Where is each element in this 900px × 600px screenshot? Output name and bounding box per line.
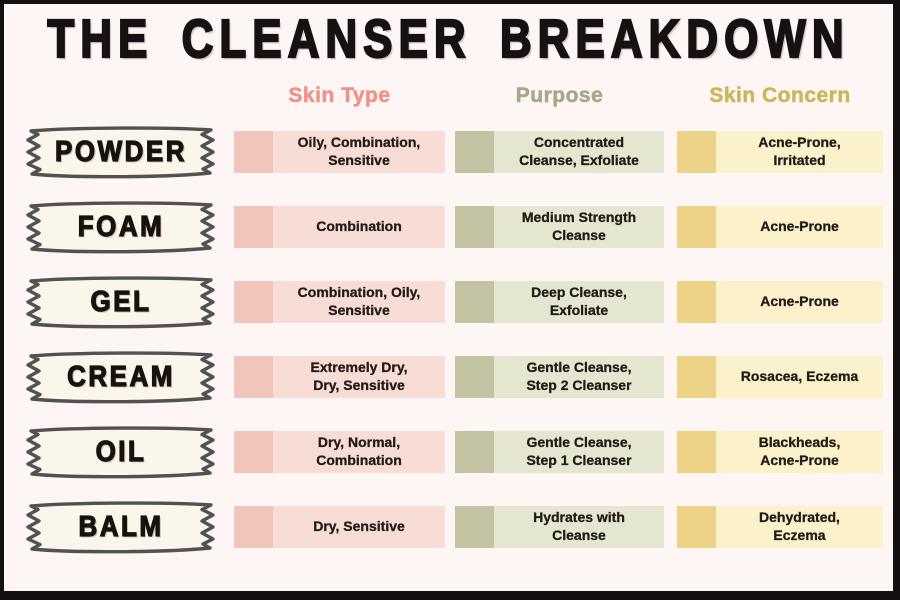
- purpose-swatch: [455, 130, 494, 173]
- skin-concern-swatch: [677, 355, 716, 398]
- row-foam: FOAM Combination Medium Strength Cleanse…: [4, 189, 893, 264]
- skin-type-swatch: [234, 280, 273, 323]
- cell-skin-concern: Acne-Prone: [677, 280, 883, 323]
- cleanser-name: BALM: [78, 507, 164, 542]
- row-cream: CREAM Extremely Dry, Dry, Sensitive Gent…: [4, 339, 893, 414]
- purpose-swatch: [455, 205, 494, 248]
- table-body: POWDER Oily, Combination, Sensitive Conc…: [4, 114, 893, 564]
- skin-type-swatch: [234, 505, 273, 548]
- skin-concern-swatch: [677, 280, 716, 323]
- skin-type-value: Oily, Combination, Sensitive: [297, 134, 421, 168]
- purpose-value: Gentle Cleanse, Step 1 Cleanser: [526, 434, 632, 468]
- cell-purpose: Gentle Cleanse, Step 1 Cleanser: [455, 430, 664, 473]
- skin-type-swatch: [234, 205, 273, 248]
- cell-purpose: Deep Cleanse, Exfoliate: [455, 280, 664, 323]
- purpose-value: Gentle Cleanse, Step 2 Cleanser: [526, 359, 632, 393]
- cleanser-label-balm: BALM: [16, 498, 226, 556]
- skin-concern-value: Acne-Prone: [760, 217, 839, 234]
- cleanser-label-powder: POWDER: [16, 123, 226, 181]
- row-gel: GEL Combination, Oily, Sensitive Deep Cl…: [4, 264, 893, 339]
- row-oil: OIL Dry, Normal, Combination Gentle Clea…: [4, 414, 893, 489]
- page-title-text: THE CLEANSER BREAKDOWN: [46, 8, 850, 70]
- skin-type-swatch: [234, 130, 273, 173]
- skin-concern-swatch: [677, 430, 716, 473]
- cleanser-name: FOAM: [77, 207, 165, 242]
- cell-skin-concern: Acne-Prone, Irritated: [677, 130, 883, 173]
- cleanser-name: OIL: [95, 432, 147, 467]
- skin-type-value: Dry, Normal, Combination: [316, 434, 402, 468]
- cell-skin-concern: Rosacea, Eczema: [677, 355, 883, 398]
- cleanser-label-foam: FOAM: [16, 198, 226, 256]
- column-headers: Skin Type Purpose Skin Concern: [4, 84, 893, 108]
- cell-skin-type: Extremely Dry, Dry, Sensitive: [234, 355, 445, 398]
- skin-concern-value: Acne-Prone: [760, 292, 839, 309]
- cell-skin-concern: Dehydrated, Eczema: [677, 505, 883, 548]
- column-header-purpose: Purpose: [515, 84, 604, 108]
- skin-type-value: Extremely Dry, Dry, Sensitive: [310, 359, 408, 393]
- purpose-swatch: [455, 430, 494, 473]
- cell-purpose: Gentle Cleanse, Step 2 Cleanser: [455, 355, 664, 398]
- column-header-skin-concern: Skin Concern: [709, 84, 851, 108]
- purpose-value: Concentrated Cleanse, Exfoliate: [519, 134, 639, 168]
- skin-concern-swatch: [677, 505, 716, 548]
- cell-skin-type: Dry, Normal, Combination: [234, 430, 445, 473]
- column-header-skin-type: Skin Type: [288, 84, 391, 108]
- cell-skin-concern: Acne-Prone: [677, 205, 883, 248]
- cleanser-name: POWDER: [54, 132, 187, 167]
- skin-type-value: Dry, Sensitive: [313, 517, 405, 534]
- purpose-swatch: [455, 280, 494, 323]
- skin-concern-value: Acne-Prone, Irritated: [758, 134, 841, 168]
- cell-purpose: Medium Strength Cleanse: [455, 205, 664, 248]
- page-title: THE CLEANSER BREAKDOWN: [4, 8, 893, 70]
- cell-purpose: Concentrated Cleanse, Exfoliate: [455, 130, 664, 173]
- cleanser-label-oil: OIL: [16, 423, 226, 481]
- purpose-value: Hydrates with Cleanse: [533, 509, 625, 543]
- cell-skin-type: Combination: [234, 205, 445, 248]
- cleanser-label-cream: CREAM: [16, 348, 226, 406]
- purpose-value: Medium Strength Cleanse: [521, 209, 637, 243]
- skin-type-swatch: [234, 430, 273, 473]
- skin-concern-value: Rosacea, Eczema: [740, 367, 859, 384]
- skin-concern-swatch: [677, 130, 716, 173]
- row-powder: POWDER Oily, Combination, Sensitive Conc…: [4, 114, 893, 189]
- cleanser-name: GEL: [90, 282, 152, 317]
- cell-skin-type: Oily, Combination, Sensitive: [234, 130, 445, 173]
- purpose-value: Deep Cleanse, Exfoliate: [531, 284, 627, 318]
- cell-skin-concern: Blackheads, Acne-Prone: [677, 430, 883, 473]
- cell-skin-type: Dry, Sensitive: [234, 505, 445, 548]
- cell-purpose: Hydrates with Cleanse: [455, 505, 664, 548]
- skin-type-swatch: [234, 355, 273, 398]
- skin-concern-value: Dehydrated, Eczema: [759, 509, 840, 543]
- skin-concern-value: Blackheads, Acne-Prone: [758, 434, 841, 468]
- purpose-swatch: [455, 505, 494, 548]
- row-balm: BALM Dry, Sensitive Hydrates with Cleans…: [4, 489, 893, 564]
- cell-skin-type: Combination, Oily, Sensitive: [234, 280, 445, 323]
- skin-concern-swatch: [677, 205, 716, 248]
- cleanser-name: CREAM: [67, 357, 175, 392]
- skin-type-value: Combination, Oily, Sensitive: [297, 284, 421, 318]
- cleanser-label-gel: GEL: [16, 273, 226, 331]
- purpose-swatch: [455, 355, 494, 398]
- skin-type-value: Combination: [316, 217, 402, 234]
